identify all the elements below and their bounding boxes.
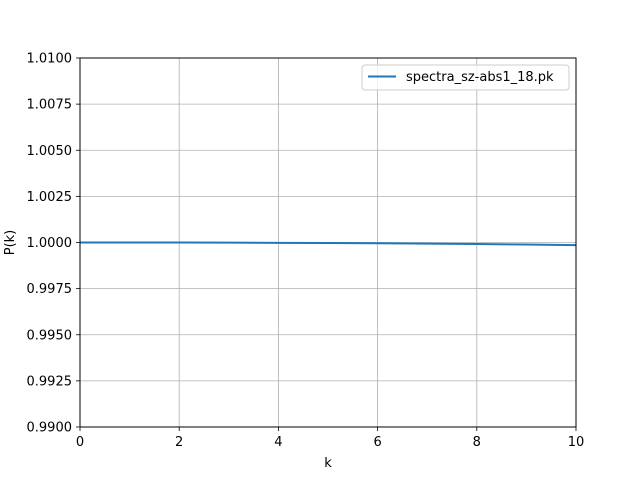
y-axis-label: P(k): [3, 230, 18, 256]
y-tick-label: 1.0100: [27, 52, 73, 67]
x-tick-label: 4: [274, 435, 282, 450]
y-tick-label: 1.0075: [27, 98, 73, 113]
y-tick-label: 0.9975: [27, 282, 73, 297]
legend: spectra_sz-abs1_18.pk: [361, 64, 570, 91]
y-tick-label: 1.0050: [27, 144, 73, 159]
x-tick-label: 0: [76, 435, 84, 450]
x-tick-label: 10: [568, 435, 585, 450]
y-tick-label: 0.9900: [27, 421, 73, 436]
x-axis-label: k: [324, 456, 332, 471]
y-tick-label: 0.9950: [27, 328, 73, 343]
legend-label: spectra_sz-abs1_18.pk: [406, 70, 554, 85]
y-tick-label: 1.0000: [27, 236, 73, 251]
ticks: 0 2 4 6 8 10 0.9900 0.9925 0.9950 0.9975 1.0000 1.0…: [27, 52, 585, 451]
y-tick-label: 0.9925: [27, 374, 73, 389]
x-tick-label: 6: [373, 435, 381, 450]
y-tick-label: 1.0025: [27, 190, 73, 205]
legend-box: [361, 64, 570, 91]
series-line: [80, 241, 577, 247]
x-tick-label: 8: [473, 435, 481, 450]
x-tick-label: 2: [175, 435, 183, 450]
series-layer: [80, 241, 577, 247]
